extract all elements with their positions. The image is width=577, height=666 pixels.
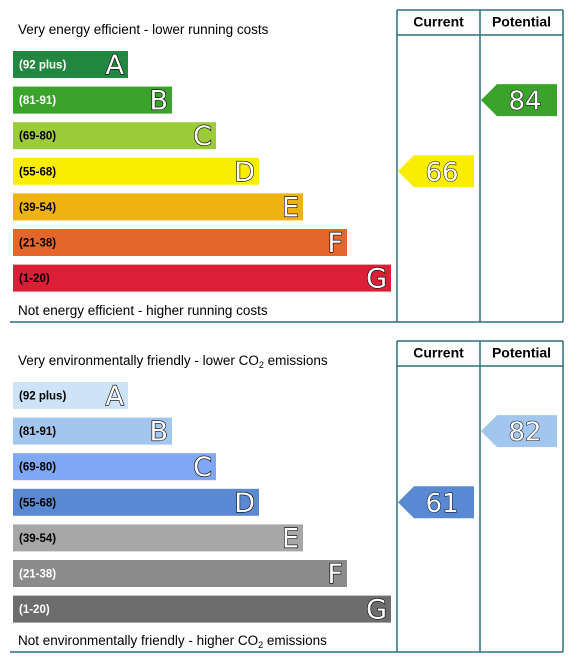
- band-letter: C: [193, 452, 212, 483]
- band-letter: G: [366, 595, 387, 626]
- band: [13, 560, 347, 587]
- header-current: Current: [413, 345, 464, 361]
- bottom-caption: Not energy efficient - higher running co…: [18, 303, 268, 318]
- rating-arrow: [398, 155, 474, 188]
- rating-arrow: [481, 415, 557, 448]
- caption-part: 2: [259, 360, 264, 370]
- band-range: (39-54): [19, 533, 56, 545]
- band-range: (21-38): [19, 238, 56, 250]
- header-potential: Potential: [492, 14, 551, 30]
- top-caption: Very environmentally friendly - lower CO…: [18, 353, 328, 371]
- rating-value: 84: [508, 87, 541, 117]
- band: [13, 157, 259, 185]
- header-current: Current: [413, 14, 464, 30]
- band-range: (55-68): [19, 166, 56, 178]
- caption-part: Very environmentally friendly - lower CO: [18, 353, 259, 368]
- band-range: (1-20): [19, 273, 50, 285]
- band: [13, 524, 303, 552]
- band-letter: A: [106, 381, 125, 412]
- band-range: (69-80): [19, 462, 56, 474]
- top-caption: Very energy efficient - lower running co…: [18, 22, 269, 37]
- header-potential: Potential: [492, 345, 551, 361]
- caption-part: Very energy efficient - lower running co…: [18, 22, 269, 37]
- band-letter: D: [234, 488, 255, 519]
- band: [13, 193, 303, 221]
- caption-part: 2: [258, 640, 263, 650]
- caption-part: emissions: [264, 353, 328, 368]
- band-range: (81-91): [19, 426, 56, 438]
- band-range: (55-68): [19, 497, 56, 509]
- rating-arrow: [481, 84, 557, 117]
- band: [13, 595, 391, 623]
- band: [13, 86, 172, 114]
- rating-value: 82: [508, 418, 541, 448]
- rating-arrow: [398, 486, 474, 519]
- band-letter: F: [327, 559, 343, 590]
- band-range: (92 plus): [19, 60, 66, 72]
- band-range: (69-80): [19, 131, 56, 143]
- caption-part: emissions: [263, 633, 327, 648]
- band-letter: C: [193, 121, 212, 152]
- band-range: (39-54): [19, 202, 56, 214]
- band-letter: A: [106, 50, 125, 81]
- band: [13, 51, 128, 78]
- band: [13, 264, 391, 292]
- band: [13, 122, 216, 150]
- rating-value: 66: [425, 158, 458, 188]
- band-letter: D: [234, 157, 255, 188]
- band: [13, 229, 347, 256]
- band-letter: G: [366, 264, 387, 295]
- band-range: (92 plus): [19, 391, 66, 403]
- band-range: (1-20): [19, 604, 50, 616]
- band-letter: B: [149, 417, 168, 448]
- band: [13, 453, 216, 481]
- band: [13, 382, 128, 409]
- band-letter: E: [282, 192, 299, 223]
- band: [13, 417, 172, 445]
- caption-part: Not energy efficient - higher running co…: [18, 303, 268, 318]
- band-letter: E: [282, 523, 299, 554]
- band-range: (81-91): [19, 95, 56, 107]
- band: [13, 488, 259, 516]
- rating-value: 61: [425, 489, 458, 519]
- band-letter: F: [327, 228, 343, 259]
- caption-part: Not environmentally friendly - higher CO: [18, 633, 258, 648]
- bottom-caption: Not environmentally friendly - higher CO…: [18, 633, 327, 651]
- band-range: (21-38): [19, 569, 56, 581]
- band-letter: B: [149, 86, 168, 117]
